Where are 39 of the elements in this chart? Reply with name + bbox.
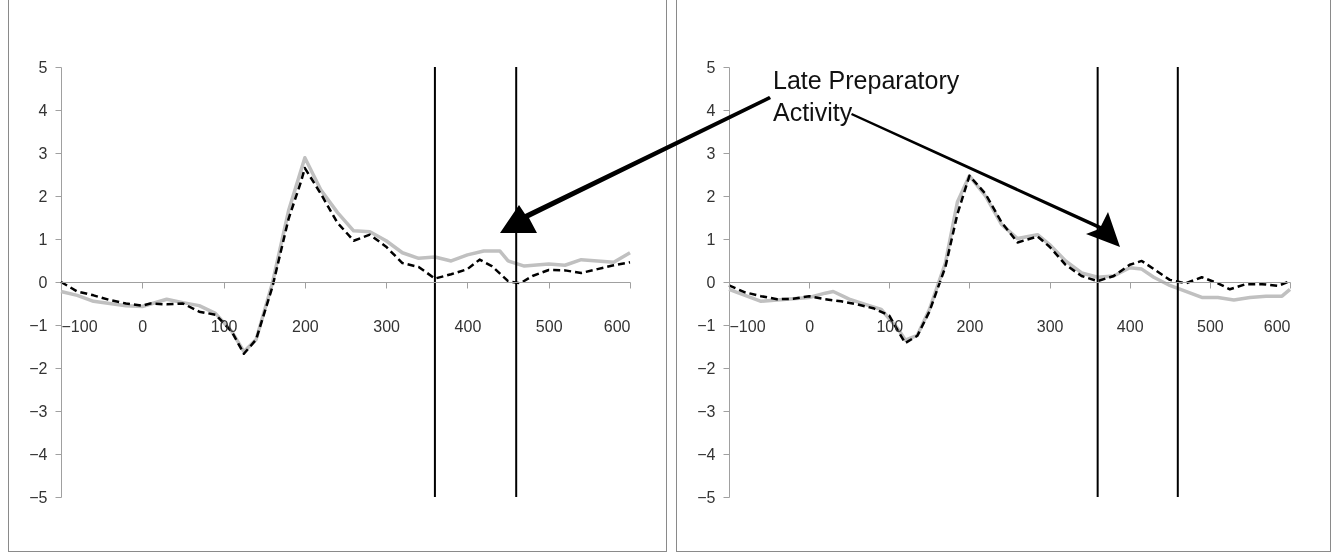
y-tick-label: 5 [706,58,716,76]
x-tick-label: 600 [603,317,631,335]
y-tick-label: −3 [697,402,716,420]
y-tick-label: 4 [706,101,716,119]
y-tick-label: −5 [697,488,716,506]
y-tick-label: −1 [29,316,48,334]
annotation: Late Preparatory Activity [773,65,961,128]
x-tick-label: 0 [138,317,148,335]
y-tick-label: 1 [706,230,716,248]
y-tick-label: 0 [38,273,48,291]
y-tick-label: 3 [38,144,48,162]
x-tick-label: 200 [292,317,319,335]
x-tick-label: 200 [956,317,984,335]
x-tick-label: 500 [535,317,563,335]
x-tick-label: 400 [454,317,482,335]
y-tick-label: −3 [29,402,48,420]
y-tick-label: −1 [697,316,716,334]
y-tick-label: −4 [697,445,716,463]
y-tick-label: 1 [38,230,48,248]
x-tick-label: 100 [876,317,904,335]
y-tick-label: −4 [29,445,48,463]
x-tick-label: 500 [1197,317,1224,335]
y-tick-label: 4 [38,101,48,119]
y-tick-label: 2 [706,187,716,205]
x-tick-label: 300 [373,317,401,335]
x-tick-label: −100 [61,317,98,335]
y-tick-label: −2 [697,359,716,377]
y-tick-label: 0 [706,273,716,291]
x-tick-label: 0 [805,317,815,335]
x-tick-label: 400 [1116,317,1144,335]
x-tick-label: 600 [1263,317,1291,335]
y-tick-label: 3 [706,144,716,162]
y-tick-label: 2 [38,187,48,205]
y-tick-label: −2 [29,359,48,377]
x-tick-label: −100 [729,317,766,335]
x-tick-label: 100 [210,317,238,335]
y-tick-label: −5 [29,488,48,506]
y-tick-label: 5 [38,58,48,76]
x-tick-label: 300 [1036,317,1064,335]
